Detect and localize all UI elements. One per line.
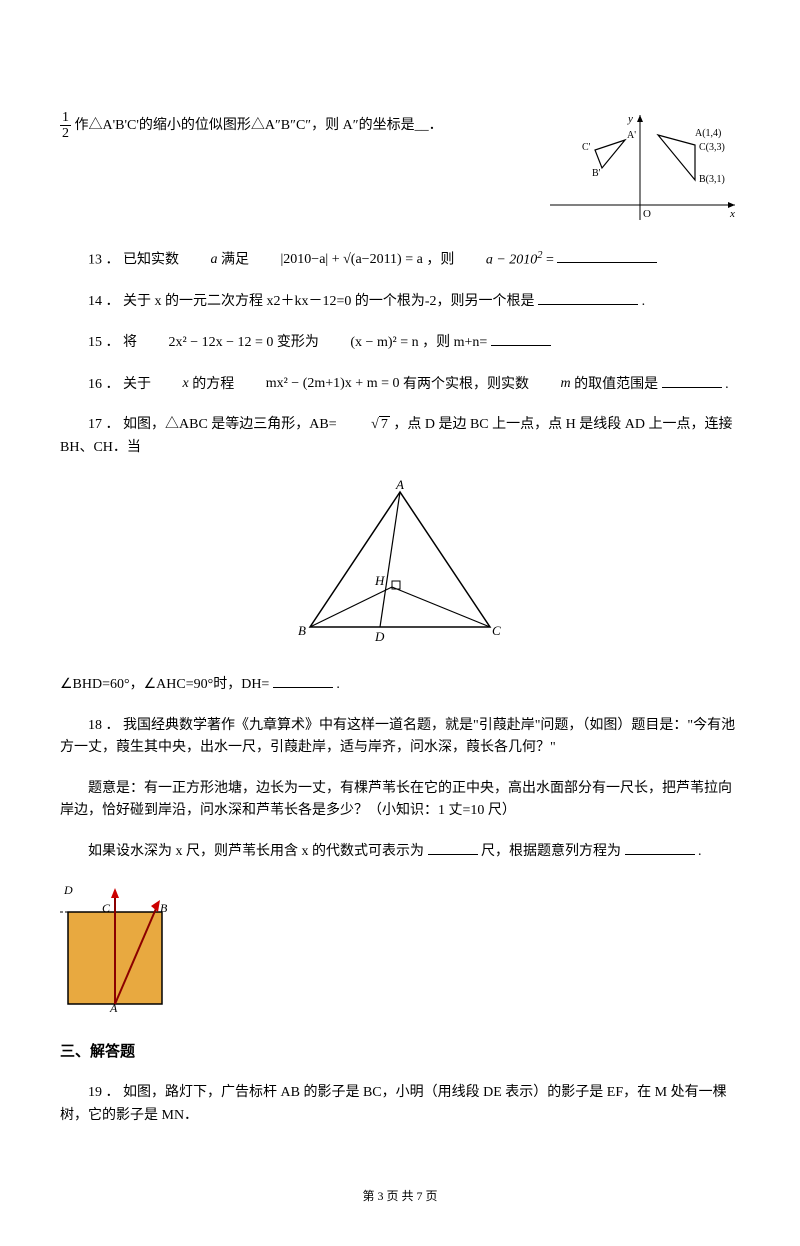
q17-line1: 17 ． 如图，△ABC 是等边三角形，AB= 7 ，点 D 是边 BC 上一点…: [60, 414, 740, 459]
pond-D: D: [63, 883, 73, 897]
q12-wrap: O x y A(1,4) C(3,3) B(3,1) A' C' B' 1 2 …: [60, 110, 740, 230]
q13-var-a: a: [183, 249, 218, 271]
q18-p1: 18 ． 我国经典数学著作《九章算术》中有这样一道名题，就是"引葭赴岸"问题，（…: [60, 715, 740, 760]
q13-expr2: a − 20102: [458, 248, 543, 272]
q16-pre: 关于: [123, 377, 151, 392]
pt-C: C(3,3): [699, 142, 725, 153]
origin-label: O: [643, 208, 651, 220]
pt-B: B(3,1): [699, 174, 725, 185]
q17-sqrt: 7: [340, 414, 390, 436]
triangle-figure: A B C D H: [280, 477, 520, 647]
q13-expr: |2010−a| + √(a−2011) = a: [253, 249, 423, 271]
q15-expr2: (x − m)² = n: [322, 332, 418, 354]
q16-blank: [662, 373, 722, 388]
q15-blank: [491, 331, 551, 346]
pt-B1: B': [592, 168, 601, 179]
coord-figure: O x y A(1,4) C(3,3) B(3,1) A' C' B': [540, 110, 740, 230]
page-footer: 第 3 页 共 7 页: [60, 1187, 740, 1206]
q15-expr1: 2x² − 12x − 12 = 0: [141, 332, 274, 354]
tri-H: H: [374, 573, 385, 588]
q16-m: m: [533, 373, 571, 395]
tri-B: B: [298, 623, 306, 638]
q15-label: 15 ．: [88, 335, 120, 350]
triangle-figure-wrap: A B C D H: [60, 477, 740, 655]
q15-pre: 将: [123, 335, 137, 350]
pt-A1: A': [627, 130, 636, 141]
x-axis-label: x: [729, 208, 735, 220]
q15-post: ，则 m+n=: [422, 335, 487, 350]
q14-label: 14 ．: [88, 294, 120, 309]
q17-label: 17 ．: [88, 417, 120, 432]
q18-p3a: 如果设水深为 x 尺，则芦苇长用含 x 的代数式可表示为: [88, 844, 424, 859]
q16-x: x: [155, 373, 189, 395]
tri-D: D: [374, 629, 385, 644]
q18-blank1: [428, 840, 478, 855]
q16-mid2: 有两个实根，则实数: [403, 377, 529, 392]
q16-tail: .: [725, 377, 729, 392]
pond-B: B: [160, 901, 168, 915]
section-3-title: 三、解答题: [60, 1040, 740, 1064]
q17-line2-pre: ∠BHD=60°，∠AHC=90°时，DH=: [60, 677, 269, 692]
q14-tail: .: [642, 294, 646, 309]
q18-p1-text: 我国经典数学著作《九章算术》中有这样一道名题，就是"引葭赴岸"问题，（如图）题目…: [60, 718, 735, 755]
q13-mid1: 满足: [221, 252, 249, 267]
q14-text: 关于 x 的一元二次方程 x2＋kx－12=0 的一个根为-2，则另一个根是: [123, 294, 535, 309]
q18-blank2: [625, 840, 695, 855]
q13-blank: [557, 248, 657, 263]
pt-C1: C': [582, 142, 591, 153]
q19: 19 ． 如图，路灯下，广告标杆 AB 的影子是 BC，小明（用线段 DE 表示…: [60, 1082, 740, 1127]
q12-frac: 1 2: [60, 110, 71, 142]
q16-mid3: 的取值范围是: [574, 377, 658, 392]
q16: 16 ． 关于 x 的方程 mx² − (2m+1)x + m = 0 有两个实…: [60, 373, 740, 396]
pond-A: A: [109, 1001, 118, 1012]
q13-label: 13 ．: [88, 252, 120, 267]
q14-blank: [538, 290, 638, 305]
q16-mid1: 的方程: [192, 377, 234, 392]
q14: 14 ． 关于 x 的一元二次方程 x2＋kx－12=0 的一个根为-2，则另一…: [60, 290, 740, 313]
q13-mid2: ，则: [426, 252, 454, 267]
q18-label: 18 ．: [88, 718, 120, 733]
q18-p3: 如果设水深为 x 尺，则芦苇长用含 x 的代数式可表示为 尺，根据题意列方程为 …: [60, 840, 740, 863]
q13-mid3: =: [546, 252, 557, 267]
q19-label: 19 ．: [88, 1085, 120, 1100]
q16-label: 16 ．: [88, 377, 120, 392]
frac-den: 2: [60, 126, 71, 141]
pond-figure: D C B A: [60, 882, 170, 1012]
y-axis-label: y: [627, 113, 633, 125]
q17-line2: ∠BHD=60°，∠AHC=90°时，DH= .: [60, 673, 740, 696]
tri-A: A: [395, 477, 404, 492]
pond-C: C: [102, 901, 111, 915]
q13: 13 ． 已知实数 a 满足 |2010−a| + √(a−2011) = a …: [60, 248, 740, 272]
q12-text: 作△A'B'C'的缩小的位似图形△A″B″C″，则 A″的坐标是__．: [71, 118, 443, 133]
pond-figure-wrap: D C B A: [60, 882, 740, 1020]
q17-blank: [273, 673, 333, 688]
q18-p3b: 尺，根据题意列方程为: [481, 844, 621, 859]
q15: 15 ． 将 2x² − 12x − 12 = 0 变形为 (x − m)² =…: [60, 331, 740, 354]
q13-pre: 已知实数: [123, 252, 179, 267]
q15-mid: 变形为: [277, 335, 319, 350]
q16-expr: mx² − (2m+1)x + m = 0: [238, 373, 400, 395]
q18-p3c: .: [698, 844, 702, 859]
q17-pre: 如图，△ABC 是等边三角形，AB=: [123, 417, 337, 432]
q18-p2-text: 题意是：有一正方形池塘，边长为一丈，有棵芦苇长在它的正中央，高出水面部分有一尺长…: [60, 781, 732, 818]
pt-A: A(1,4): [695, 128, 721, 139]
q19-text: 如图，路灯下，广告标杆 AB 的影子是 BC，小明（用线段 DE 表示）的影子是…: [60, 1085, 727, 1122]
frac-num: 1: [60, 110, 71, 126]
tri-C: C: [492, 623, 501, 638]
q18-p2: 题意是：有一正方形池塘，边长为一丈，有棵芦苇长在它的正中央，高出水面部分有一尺长…: [60, 778, 740, 823]
q17-tail: .: [336, 677, 340, 692]
